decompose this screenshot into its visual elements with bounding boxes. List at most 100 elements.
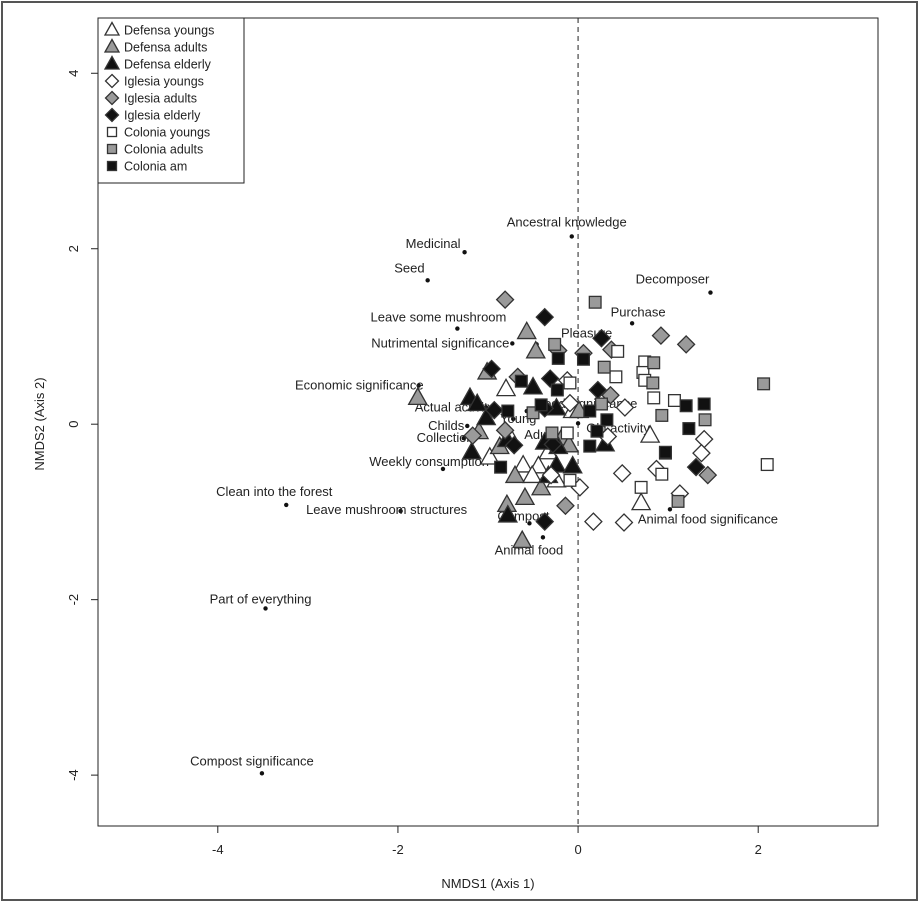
variable-point — [575, 421, 581, 426]
variable-point — [629, 321, 635, 326]
data-point — [615, 398, 635, 417]
variable-label: Compost significance — [190, 753, 314, 768]
legend-marker-square-icon — [106, 160, 118, 172]
data-point — [676, 334, 696, 354]
data-point — [667, 394, 681, 408]
legend-item: Iglesia youngs — [104, 73, 204, 89]
data-point — [461, 441, 482, 460]
data-point — [504, 435, 524, 455]
variable-decomposer: Decomposer — [636, 272, 713, 295]
variable-childs: Childs — [428, 418, 470, 433]
variable-leave-mushroom-structures: Leave mushroom structures — [306, 502, 468, 517]
data-point — [541, 465, 561, 485]
legend-label: Colonia youngs — [124, 126, 210, 140]
variable-label: Decomposer — [636, 272, 710, 287]
data-point — [521, 464, 543, 484]
variable-purchase: Purchase — [611, 304, 666, 326]
data-point — [563, 473, 577, 487]
variable-part-of-everything: Part of everything — [210, 591, 312, 611]
data-point — [535, 307, 555, 327]
data-point — [614, 513, 634, 532]
variable-label: Leave mushroom structures — [306, 502, 468, 517]
data-point — [647, 356, 661, 370]
y-tick-label: 4 — [66, 70, 81, 77]
data-point — [540, 369, 560, 388]
variable-label: Medicinal — [406, 236, 461, 251]
data-point — [760, 458, 774, 472]
data-point — [563, 376, 577, 390]
data-point — [495, 290, 515, 309]
variable-seed: Seed — [394, 260, 430, 283]
variable-label: Collection — [417, 430, 474, 445]
legend-box — [97, 17, 245, 184]
variable-point — [284, 502, 289, 508]
legend-marker-triangle-icon — [103, 55, 121, 70]
variable-ancestral-knowledge: Ancestral knowledge — [507, 214, 627, 239]
data-point — [535, 512, 555, 531]
data-point — [679, 399, 693, 413]
legend-marker-triangle-icon — [103, 38, 121, 53]
variable-label: Clean into the forest — [216, 484, 333, 499]
variable-label: Part of everything — [210, 591, 312, 606]
legend-item: Defensa youngs — [103, 21, 214, 38]
data-point — [479, 446, 501, 465]
legend-label: Colonia am — [124, 160, 187, 174]
data-point — [550, 383, 564, 397]
legend: Defensa youngs Defensa adults Defensa elde… — [97, 17, 245, 184]
data-point — [692, 443, 711, 463]
data-point — [526, 406, 540, 420]
variable-collection: Collection — [417, 430, 474, 445]
data-point — [600, 413, 614, 427]
data-point — [463, 426, 483, 445]
data-point — [646, 376, 660, 390]
x-tick-label: -2 — [392, 842, 404, 857]
data-point — [560, 393, 580, 413]
variable-point — [425, 278, 430, 283]
data-point — [514, 486, 536, 506]
data-point — [658, 445, 672, 459]
data-point — [545, 426, 559, 440]
variable-point — [540, 535, 546, 540]
variable-label: Animal food — [495, 542, 564, 557]
legend-label: Defensa youngs — [124, 24, 214, 38]
variable-weekly-consumption: Weekly consumption — [369, 454, 489, 472]
data-point — [495, 378, 517, 397]
variable-leave-some-mushroom: Leave some mushroom — [371, 310, 507, 331]
variable-point — [455, 326, 460, 331]
data-point — [512, 454, 534, 473]
data-point — [655, 467, 669, 481]
plot-area — [97, 17, 879, 827]
data-point — [497, 504, 519, 523]
variable-point — [667, 507, 673, 512]
data-point — [682, 422, 696, 436]
data-point — [590, 424, 604, 438]
data-point — [655, 408, 669, 422]
data-point — [651, 326, 671, 345]
data-point — [484, 400, 504, 420]
data-point — [584, 512, 603, 531]
legend-item: Iglesia adults — [104, 90, 197, 106]
variable-point — [416, 383, 421, 388]
x-tick-label: -4 — [212, 842, 224, 857]
y-tick-label: 2 — [66, 245, 81, 252]
data-point — [495, 420, 515, 440]
data-point — [525, 340, 546, 359]
variable-label: Leave some mushroom — [371, 310, 507, 325]
variable-point — [510, 341, 515, 346]
data-point — [597, 360, 611, 374]
legend-item: Iglesia elderly — [104, 107, 201, 123]
data-point — [543, 435, 563, 454]
data-point — [671, 494, 685, 508]
data-point — [594, 397, 608, 411]
legend-item: Colonia am — [106, 160, 187, 174]
variable-label: Ancestral knowledge — [507, 214, 627, 229]
x-axis-label: NMDS1 (Axis 1) — [441, 876, 534, 891]
legend-marker-diamond-icon — [104, 107, 120, 123]
variable-medicinal: Medicinal — [406, 236, 467, 255]
legend-marker-diamond-icon — [104, 90, 120, 106]
x-tick-label: 2 — [755, 842, 762, 857]
y-tick-label: -4 — [66, 769, 81, 781]
variable-point — [511, 416, 516, 422]
data-point — [516, 320, 537, 340]
